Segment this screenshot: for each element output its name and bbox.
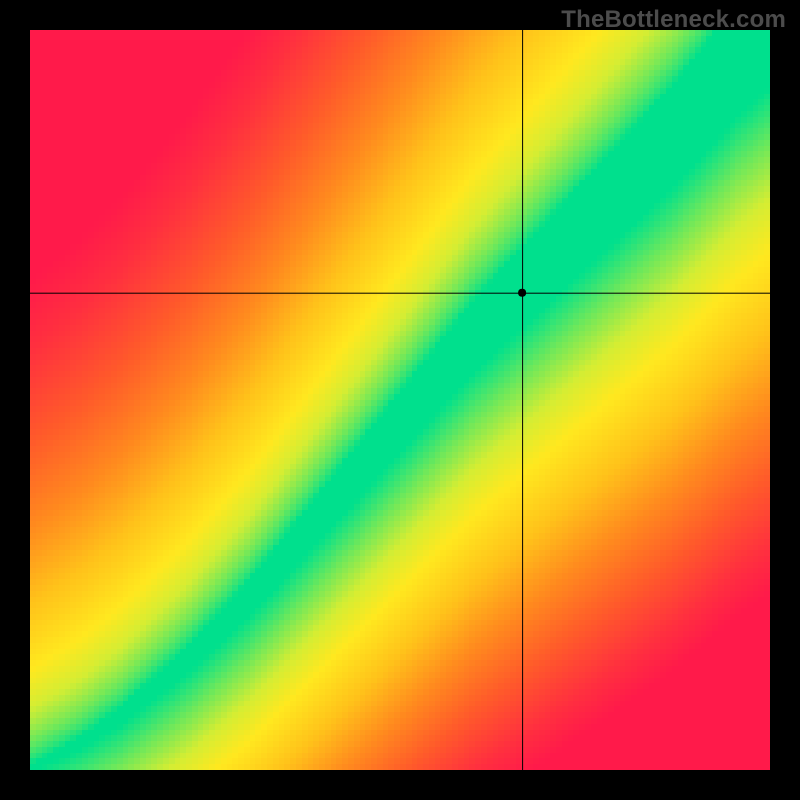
watermark-label: TheBottleneck.com	[561, 6, 786, 34]
bottleneck-heatmap	[30, 30, 770, 770]
chart-container: TheBottleneck.com	[0, 0, 800, 800]
